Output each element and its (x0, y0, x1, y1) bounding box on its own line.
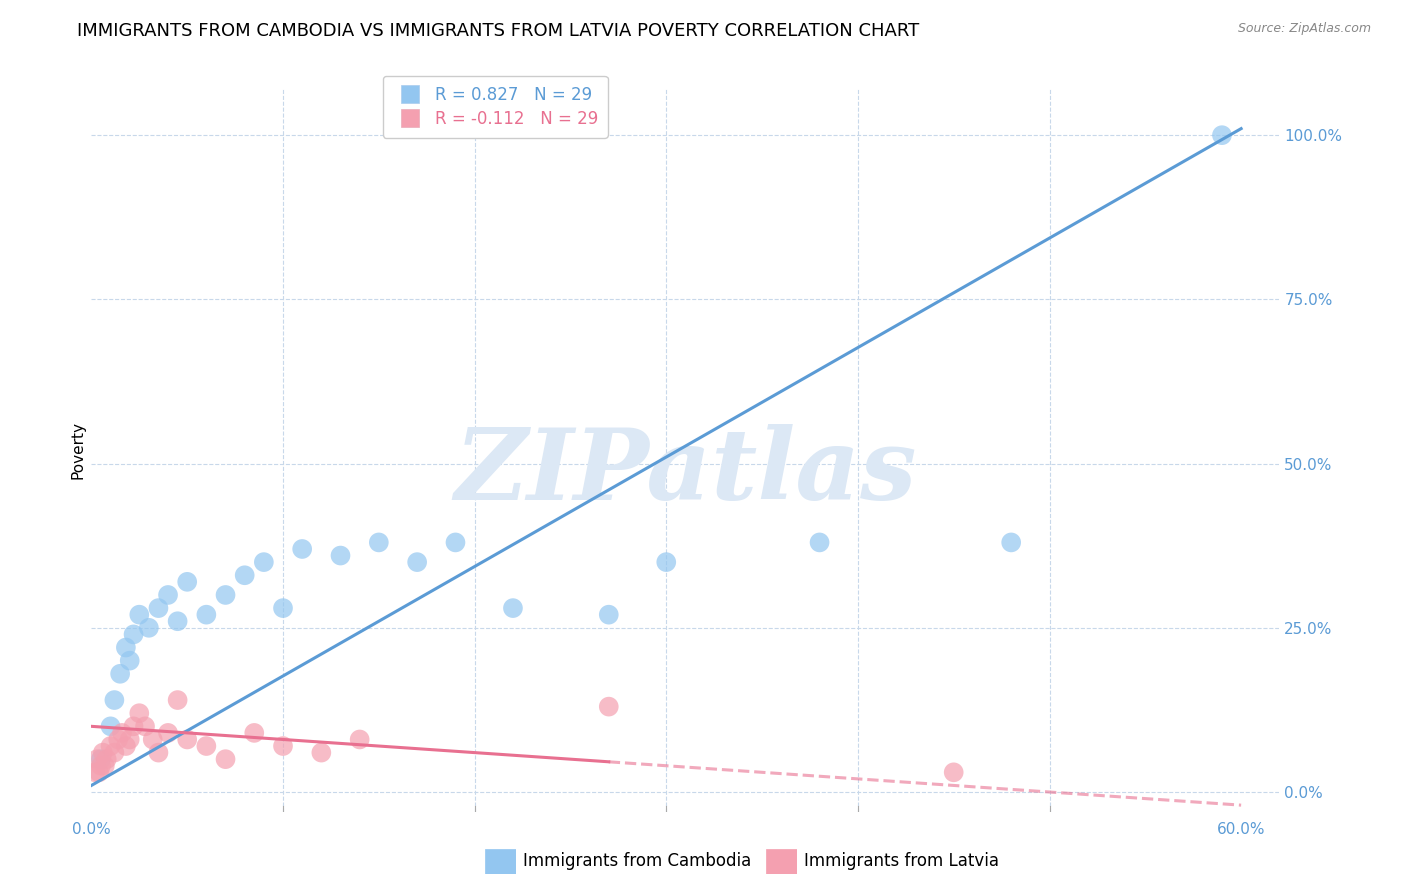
Point (96, 752, 118, 766)
Text: 60.0%: 60.0% (1216, 822, 1265, 837)
Point (103, 746, 125, 760)
Point (87, 765, 110, 780)
Text: Immigrants from Cambodia: Immigrants from Cambodia (523, 852, 751, 870)
Point (349, 732, 371, 747)
Point (157, 588, 180, 602)
Point (118, 732, 141, 747)
Point (118, 654, 141, 668)
Point (243, 726, 266, 740)
Point (1211, 128, 1233, 143)
Point (502, 601, 524, 615)
Point (808, 535, 831, 549)
Point (148, 601, 170, 615)
Text: 0.0%: 0.0% (72, 822, 111, 837)
Point (406, 555, 429, 569)
Point (214, 752, 236, 766)
Point (107, 732, 129, 747)
Point (291, 541, 314, 556)
Point (84, 765, 107, 780)
Point (1000, 535, 1022, 549)
Point (90, 752, 112, 766)
Point (94, 758, 117, 772)
Point (122, 627, 145, 641)
Point (86, 752, 108, 766)
Point (329, 549, 352, 563)
Point (195, 739, 218, 753)
Point (214, 588, 236, 602)
Point (176, 732, 198, 747)
Point (942, 765, 965, 780)
Point (90, 758, 112, 772)
Point (111, 726, 134, 740)
Point (128, 607, 150, 622)
Point (100, 739, 122, 753)
Point (91, 746, 114, 760)
Point (134, 719, 156, 733)
Point (233, 568, 256, 582)
Point (598, 699, 620, 714)
Legend: R = 0.827   N = 29, R = -0.112   N = 29: R = 0.827 N = 29, R = -0.112 N = 29 (382, 76, 607, 137)
Point (122, 719, 145, 733)
Point (271, 601, 294, 615)
Point (176, 574, 198, 589)
Point (253, 555, 276, 569)
Text: Source: ZipAtlas.com: Source: ZipAtlas.com (1237, 22, 1371, 36)
Text: IMMIGRANTS FROM CAMBODIA VS IMMIGRANTS FROM LATVIA POVERTY CORRELATION CHART: IMMIGRANTS FROM CAMBODIA VS IMMIGRANTS F… (77, 22, 920, 40)
Point (195, 607, 218, 622)
Point (271, 739, 294, 753)
Point (103, 693, 125, 707)
Point (311, 746, 333, 760)
Text: ZIPatlas: ZIPatlas (454, 424, 917, 520)
Point (166, 614, 188, 628)
Point (115, 640, 138, 655)
Point (157, 726, 180, 740)
Point (444, 535, 467, 549)
Y-axis label: Poverty: Poverty (70, 421, 86, 480)
Point (108, 666, 131, 681)
Point (100, 719, 122, 733)
Point (655, 555, 678, 569)
Point (148, 746, 170, 760)
Point (115, 739, 138, 753)
Point (166, 693, 188, 707)
Point (138, 621, 160, 635)
Point (367, 535, 389, 549)
Point (598, 607, 620, 622)
Point (142, 732, 165, 747)
Point (128, 706, 150, 721)
Text: Immigrants from Latvia: Immigrants from Latvia (804, 852, 1000, 870)
